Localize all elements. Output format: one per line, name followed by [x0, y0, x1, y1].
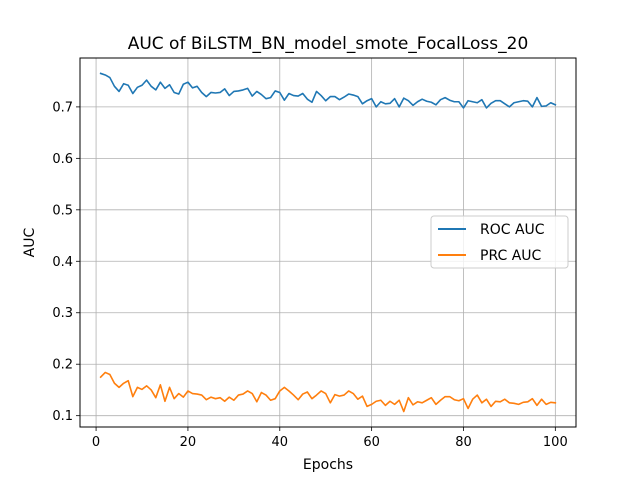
y-tick-label-6: 0.7	[52, 100, 73, 115]
series-line-prc-auc	[99, 371, 557, 413]
chart-title: AUC of BiLSTM_BN_model_smote_FocalLoss_2…	[128, 34, 529, 54]
x-tick-label-80: 80	[455, 435, 472, 450]
grid-lines	[80, 58, 576, 427]
x-tick-label-40: 40	[272, 435, 289, 450]
legend-label-roc-auc: ROC AUC	[480, 222, 545, 238]
x-axis-label: Epochs	[303, 457, 353, 473]
y-axis-label: AUC	[22, 227, 38, 257]
y-tick-label-3: 0.4	[52, 255, 73, 270]
x-tick-label-0: 0	[92, 435, 100, 450]
y-axis: 0.1 0.2 0.3 0.4 0.5 0.6 0.7	[52, 100, 80, 424]
legend-label-prc-auc: PRC AUC	[480, 248, 542, 264]
plot-frame	[79, 57, 577, 428]
y-tick-label-2: 0.3	[52, 306, 73, 321]
x-axis: 0 20 40 60 80 100	[92, 427, 568, 450]
y-tick-label-1: 0.2	[52, 358, 73, 373]
x-tick-label-20: 20	[180, 435, 197, 450]
series-layer	[99, 72, 557, 413]
x-tick-label-100: 100	[543, 435, 568, 450]
x-tick-label-60: 60	[363, 435, 380, 450]
y-tick-label-5: 0.6	[52, 152, 73, 167]
y-tick-label-4: 0.5	[52, 203, 73, 218]
y-tick-label-0: 0.1	[52, 409, 73, 424]
legend: ROC AUC PRC AUC	[430, 215, 569, 269]
series-line-roc-auc	[99, 72, 557, 109]
